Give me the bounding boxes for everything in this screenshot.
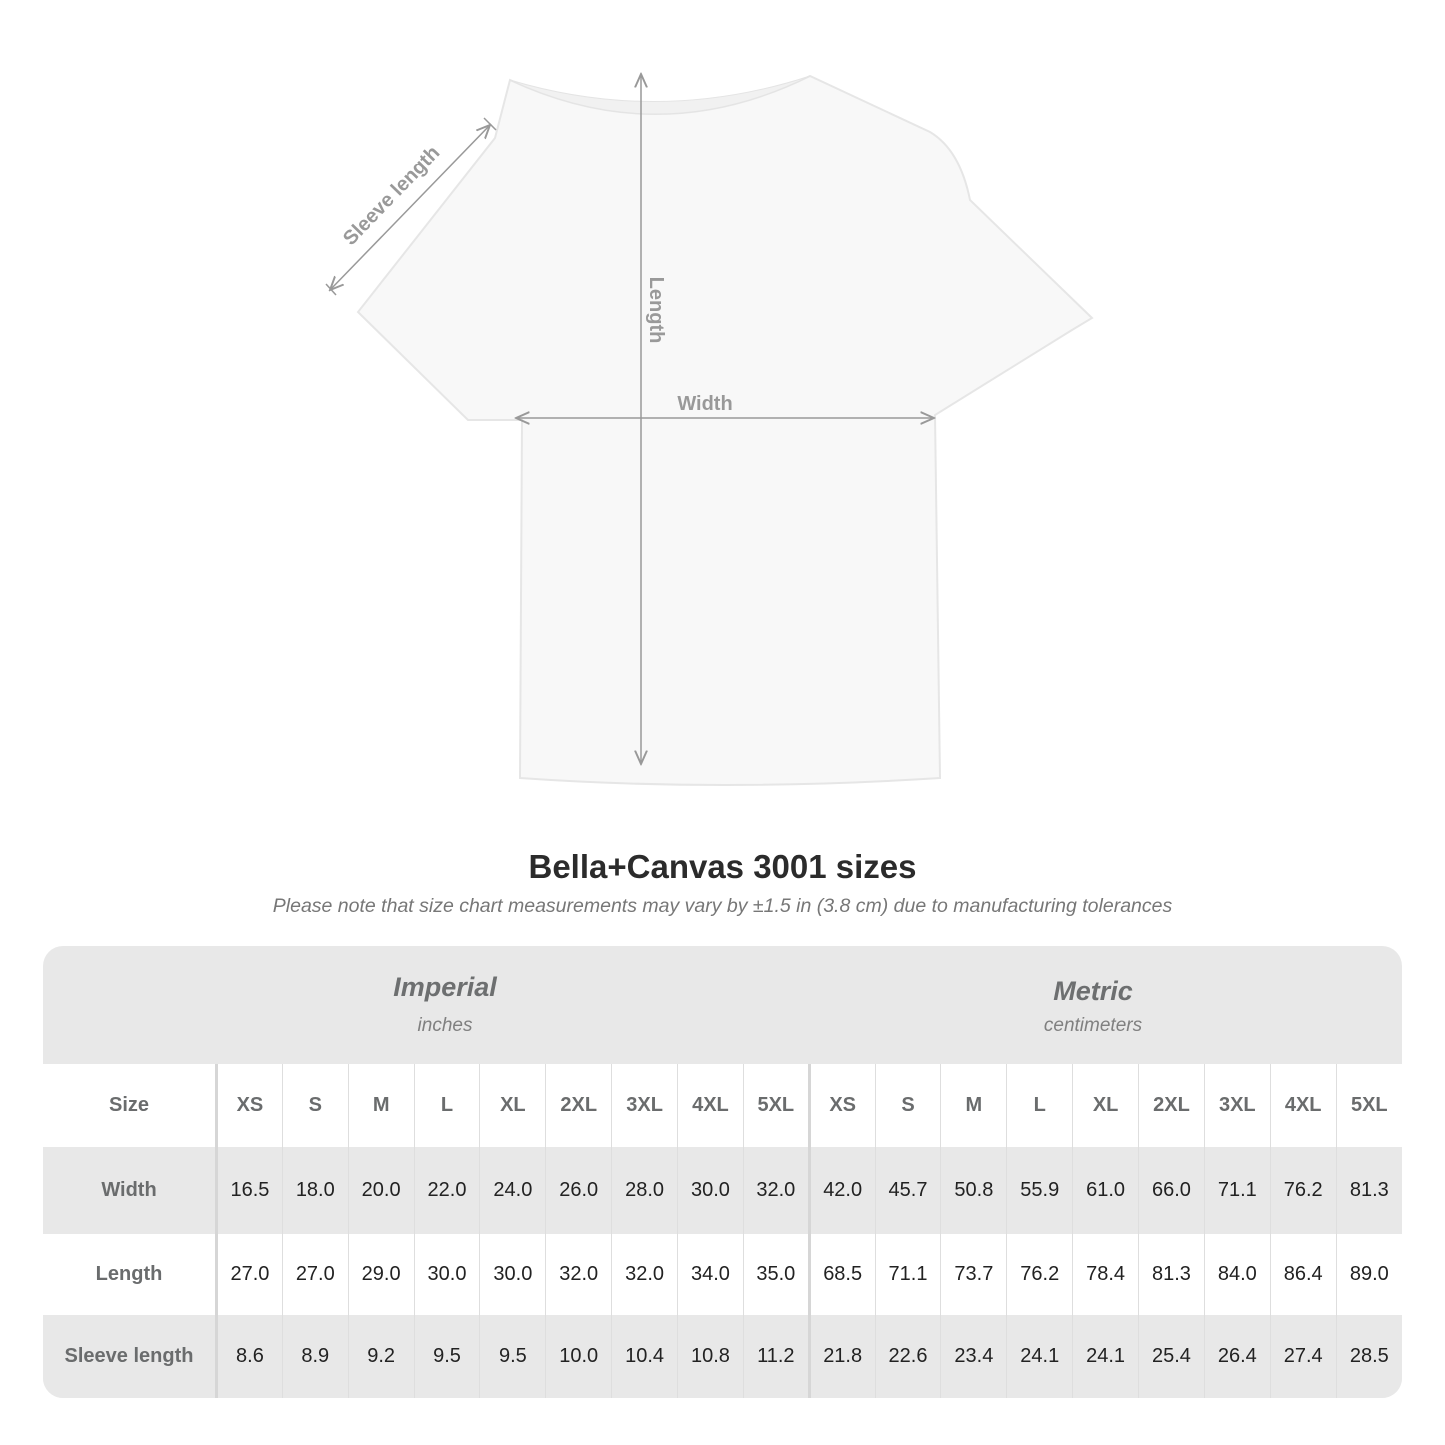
metric-size-header: 3XL (1203, 1064, 1271, 1147)
imperial-value-cell: 9.2 (347, 1315, 415, 1398)
imperial-size-header: 2XL (545, 1064, 612, 1147)
imperial-value-cell: 10.8 (677, 1315, 744, 1398)
metric-size-header: 2XL (1138, 1064, 1205, 1147)
metric-value-cell: 61.0 (1072, 1147, 1139, 1234)
metric-value-cell: 55.9 (1006, 1147, 1073, 1234)
metric-value-cell: 68.5 (807, 1234, 876, 1315)
tshirt-shape (356, 74, 1094, 786)
imperial-value-cell: 35.0 (742, 1234, 810, 1315)
metric-value-cell: 76.2 (1006, 1234, 1073, 1315)
imperial-value-cell: 34.0 (677, 1234, 744, 1315)
metric-value-cell: 66.0 (1138, 1147, 1205, 1234)
imperial-value-cell: 29.0 (347, 1234, 415, 1315)
imperial-value-cell: 26.0 (545, 1147, 612, 1234)
imperial-size-header: 4XL (677, 1064, 744, 1147)
metric-value-cell: 50.8 (940, 1147, 1007, 1234)
metric-value-cell: 23.4 (940, 1315, 1007, 1398)
tolerance-note: Please note that size chart measurements… (272, 895, 1173, 917)
metric-value-cell: 42.0 (807, 1147, 876, 1234)
metric-size-header: S (874, 1064, 941, 1147)
metric-value-cell: 71.1 (1203, 1147, 1271, 1234)
imperial-value-cell: 18.0 (281, 1147, 349, 1234)
imperial-size-header: S (281, 1064, 349, 1147)
metric-value-cell: 27.4 (1269, 1315, 1337, 1398)
metric-value-cell: 89.0 (1335, 1234, 1402, 1315)
imperial-value-cell: 32.0 (545, 1234, 612, 1315)
imperial-value-cell: 9.5 (479, 1315, 546, 1398)
imperial-value-cell: 32.0 (742, 1147, 810, 1234)
metric-value-cell: 22.6 (874, 1315, 941, 1398)
metric-value-cell: 25.4 (1138, 1315, 1205, 1398)
sleeve-arrow (330, 125, 490, 290)
imperial-value-cell: 30.0 (479, 1234, 546, 1315)
metric-value-cell: 21.8 (807, 1315, 876, 1398)
tshirt-collar (509, 75, 811, 115)
metric-value-cell: 71.1 (874, 1234, 941, 1315)
metric-value-cell: 81.3 (1138, 1234, 1205, 1315)
imperial-unit: inches (417, 1015, 473, 1036)
imperial-value-cell: 11.2 (742, 1315, 810, 1398)
imperial-value-cell: 8.6 (216, 1315, 283, 1398)
metric-size-header: XL (1072, 1064, 1139, 1147)
size-chart: Imperial inches Metric centimeters Size X… (43, 946, 1402, 1398)
metric-value-cell: 24.1 (1072, 1315, 1139, 1398)
metric-value-cell: 24.1 (1006, 1315, 1073, 1398)
imperial-value-cell: 9.5 (413, 1315, 480, 1398)
imperial-value-cell: 10.0 (545, 1315, 612, 1398)
metric-value-cell: 78.4 (1072, 1234, 1139, 1315)
metric-unit: centimeters (1043, 1015, 1143, 1036)
imperial-value-cell: 10.4 (611, 1315, 678, 1398)
metric-value-cell: 81.3 (1335, 1147, 1402, 1234)
width-label: Width (677, 393, 732, 415)
size-header-row: Size XS S M L XL 2XL 3XL 4XL 5XL XS S M L XL 2XL 3XL 4XL 5… (43, 1064, 1402, 1147)
imperial-value-cell: 16.5 (216, 1147, 283, 1234)
metric-size-header: L (1006, 1064, 1073, 1147)
imperial-size-header: XS (216, 1064, 283, 1147)
imperial-value-cell: 20.0 (347, 1147, 415, 1234)
metric-size-header: 5XL (1335, 1064, 1402, 1147)
metric-value-cell: 84.0 (1203, 1234, 1271, 1315)
metric-value-cell: 45.7 (874, 1147, 941, 1234)
row-label: Width (43, 1147, 218, 1234)
imperial-size-header: XL (479, 1064, 546, 1147)
table-row: Width 16.5 18.0 20.0 22.0 24.0 26.0 28.0 30.0 32.… (43, 1147, 1402, 1234)
metric-size-header: XS (807, 1064, 876, 1147)
metric-header: Metric centimeters (865, 976, 1321, 1037)
imperial-size-header: L (413, 1064, 480, 1147)
table-row: Length 27.0 27.0 29.0 30.0 30.0 32.0 32.0 34.0 35… (43, 1234, 1402, 1315)
imperial-value-cell: 30.0 (677, 1147, 744, 1234)
imperial-value-cell: 28.0 (611, 1147, 678, 1234)
size-label: Size (43, 1064, 218, 1147)
imperial-value-cell: 32.0 (611, 1234, 678, 1315)
metric-size-header: M (940, 1064, 1007, 1147)
imperial-value-cell: 30.0 (413, 1234, 480, 1315)
table-row: Sleeve length 8.6 8.9 9.2 9.5 9.5 10.0 10.4 10.8… (43, 1315, 1402, 1398)
metric-value-cell: 26.4 (1203, 1315, 1271, 1398)
metric-value-cell: 73.7 (940, 1234, 1007, 1315)
metric-value-cell: 86.4 (1269, 1234, 1337, 1315)
metric-heading: Metric (1053, 976, 1133, 1006)
imperial-value-cell: 8.9 (281, 1315, 349, 1398)
imperial-value-cell: 27.0 (216, 1234, 283, 1315)
page-title: Bella+Canvas 3001 sizes (528, 848, 917, 885)
tshirt-diagram: Sleeve length Length Width (325, 0, 1094, 786)
imperial-value-cell: 22.0 (413, 1147, 480, 1234)
imperial-header: Imperial inches (217, 972, 673, 1037)
metric-value-cell: 28.5 (1335, 1315, 1402, 1398)
metric-size-header: 4XL (1269, 1064, 1337, 1147)
imperial-value-cell: 27.0 (281, 1234, 349, 1315)
imperial-value-cell: 24.0 (479, 1147, 546, 1234)
row-label: Sleeve length (43, 1315, 218, 1398)
imperial-size-header: 3XL (611, 1064, 678, 1147)
imperial-heading: Imperial (393, 972, 497, 1002)
imperial-size-header: 5XL (742, 1064, 810, 1147)
length-label: Length (645, 277, 667, 344)
row-label: Length (43, 1234, 218, 1315)
imperial-size-header: M (347, 1064, 415, 1147)
metric-value-cell: 76.2 (1269, 1147, 1337, 1234)
size-table: Size XS S M L XL 2XL 3XL 4XL 5XL XS S M L XL 2XL 3XL 4XL 5… (43, 1064, 1402, 1398)
